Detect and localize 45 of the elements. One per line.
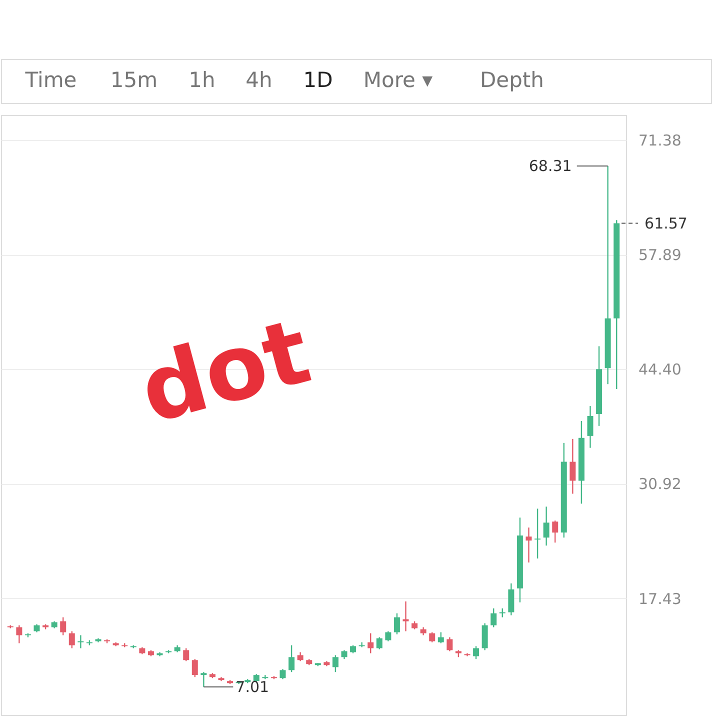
candlestick bbox=[183, 648, 190, 662]
candlestick bbox=[288, 644, 295, 673]
candlestick bbox=[473, 646, 480, 660]
candlestick bbox=[482, 622, 488, 651]
y-tick-label: 30.92 bbox=[638, 475, 682, 494]
text: Depth bbox=[480, 68, 544, 92]
y-tick-label: 71.38 bbox=[638, 131, 682, 150]
y-tick-label: 17.43 bbox=[638, 590, 682, 608]
candlestick bbox=[429, 632, 436, 643]
y-tick-label: 57.89 bbox=[638, 246, 682, 264]
candlestick bbox=[280, 668, 286, 680]
candlestick bbox=[587, 405, 594, 448]
text: dot bbox=[130, 299, 320, 444]
candlestick bbox=[534, 508, 541, 560]
candlestick bbox=[402, 600, 409, 632]
candlestick bbox=[508, 582, 514, 616]
text: 4h bbox=[246, 68, 272, 92]
text: 1h bbox=[188, 68, 216, 92]
y-tick-label: 44.40 bbox=[638, 360, 682, 379]
candlestick bbox=[192, 658, 198, 678]
candlestick bbox=[78, 634, 84, 649]
candlestick bbox=[543, 506, 550, 546]
candlestick bbox=[552, 520, 558, 544]
candlestick bbox=[438, 632, 444, 644]
annotation: 68.31 bbox=[528, 156, 572, 175]
candlestick bbox=[526, 526, 532, 564]
candlestick bbox=[385, 630, 392, 642]
candlestick bbox=[60, 616, 66, 636]
candlestick bbox=[490, 608, 497, 628]
candlestick bbox=[262, 674, 268, 680]
text: 1D bbox=[303, 68, 333, 92]
text: Time bbox=[24, 68, 77, 92]
candlestick bbox=[446, 636, 453, 652]
candlestick bbox=[394, 612, 400, 635]
text: More ▾ bbox=[363, 68, 434, 92]
annotation: 7.01 bbox=[236, 678, 270, 696]
text: 15m bbox=[110, 68, 158, 92]
ref-line-label: 61.57 bbox=[644, 214, 688, 232]
candlestick bbox=[16, 624, 22, 644]
candlestick bbox=[368, 632, 374, 654]
candlestick bbox=[332, 654, 338, 673]
candlestick bbox=[376, 636, 382, 650]
candlestick bbox=[570, 438, 576, 494]
candlestick bbox=[68, 630, 75, 649]
candlestick bbox=[200, 671, 207, 688]
